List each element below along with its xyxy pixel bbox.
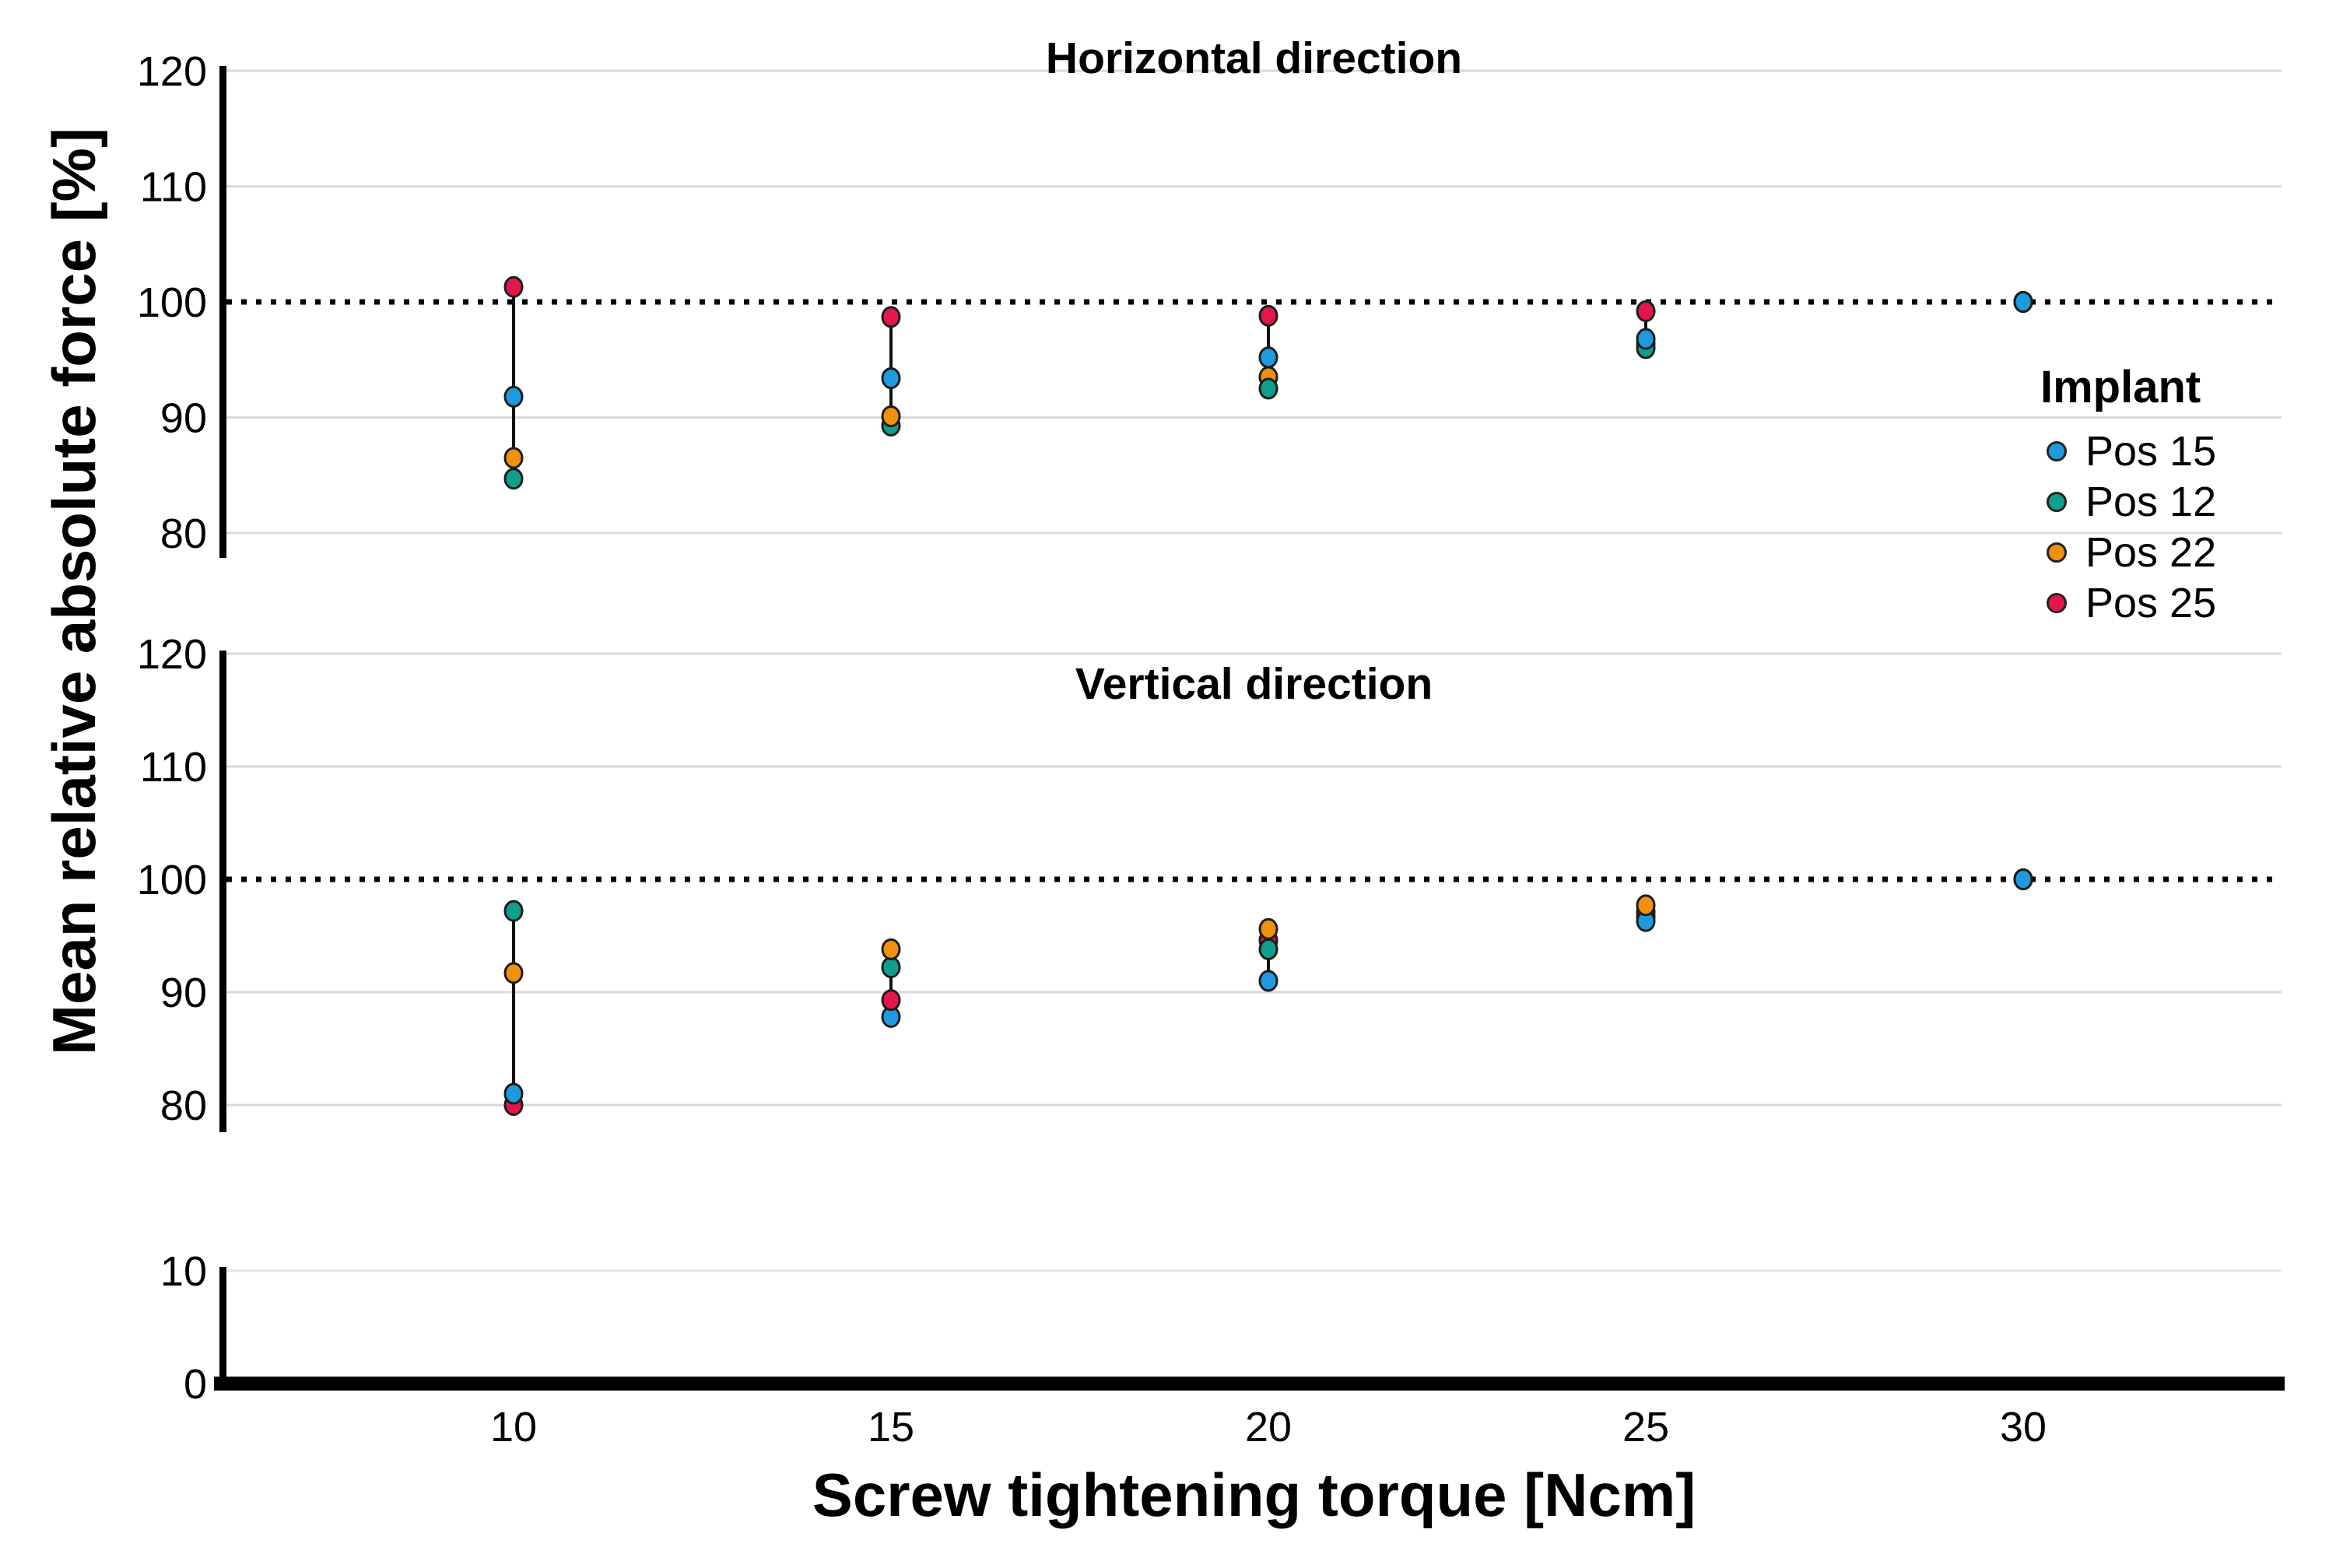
legend-title: Implant [2040, 362, 2201, 412]
data-point [503, 447, 524, 469]
y-axis-spine [219, 1267, 226, 1391]
data-point [881, 938, 901, 960]
legend-entry-label: Pos 25 [2085, 579, 2217, 626]
data-point [881, 956, 901, 979]
y-tick-label: 100 [137, 279, 207, 326]
x-tick-label: 25 [1622, 1404, 1669, 1450]
data-point [503, 385, 524, 408]
data-point [1258, 377, 1278, 400]
y-tick-label: 0 [184, 1361, 207, 1408]
data-point [881, 306, 901, 328]
y-tick-label: 10 [160, 1248, 207, 1295]
legend-entry: Pos 25 [2040, 577, 2216, 628]
y-tick-label: 90 [160, 970, 207, 1016]
data-point [1258, 938, 1278, 960]
data-point [503, 468, 524, 490]
legend-dot-icon [2047, 491, 2067, 512]
x-axis-line [214, 1377, 2285, 1391]
y-tick-label: 90 [160, 395, 207, 442]
data-point [2013, 868, 2033, 890]
x-tick-label: 30 [2000, 1404, 2047, 1450]
y-tick-label: 80 [160, 510, 207, 557]
data-point [1258, 917, 1278, 940]
legend-rows: Pos 15 Pos 12 Pos 22 Pos 25 [2040, 426, 2216, 628]
legend-entry-label: Pos 12 [2085, 478, 2217, 525]
data-point [503, 1082, 524, 1105]
data-point [503, 962, 524, 984]
x-tick-label: 15 [868, 1404, 914, 1450]
data-point [1258, 970, 1278, 992]
data-point [503, 275, 524, 298]
panel-title-horizontal: Horizontal direction [1045, 33, 1463, 83]
data-point [881, 989, 901, 1012]
y-tick-label: 80 [160, 1082, 207, 1129]
data-point [1258, 346, 1278, 369]
data-point [503, 900, 524, 922]
legend-dot-icon [2047, 542, 2067, 563]
y-tick-label: 110 [140, 744, 207, 791]
y-axis-title: Mean relative absolute force [%] [40, 127, 108, 1056]
y-tick-label: 100 [137, 857, 207, 903]
y-axis-spine [219, 651, 226, 1132]
data-point [881, 405, 901, 428]
data-point [2013, 291, 2033, 313]
data-point [1258, 304, 1278, 327]
legend-entry-label: Pos 22 [2085, 528, 2217, 576]
panel-title-vertical: Vertical direction [1075, 659, 1433, 709]
legend-entry-label: Pos 15 [2085, 427, 2217, 475]
legend-dot-icon [2047, 592, 2067, 613]
legend-entry: Pos 15 [2040, 426, 2216, 476]
data-point [881, 367, 901, 390]
data-point [1636, 328, 1656, 350]
legend-entry: Pos 22 [2040, 527, 2216, 577]
data-point [1636, 300, 1656, 322]
legend: Implant Pos 15 Pos 12 Pos 22 Pos 25 [2040, 365, 2216, 628]
legend-dot-icon [2047, 440, 2067, 461]
y-tick-label: 110 [140, 164, 207, 211]
data-point [1636, 894, 1656, 917]
y-tick-label: 120 [137, 48, 207, 95]
y-tick-label: 120 [137, 631, 207, 678]
x-tick-label: 20 [1245, 1404, 1292, 1450]
y-axis-spine [219, 66, 226, 558]
legend-entry: Pos 12 [2040, 476, 2216, 527]
x-tick-label: 10 [490, 1404, 537, 1450]
x-axis-title: Screw tightening torque [Ncm] [812, 1461, 1696, 1529]
